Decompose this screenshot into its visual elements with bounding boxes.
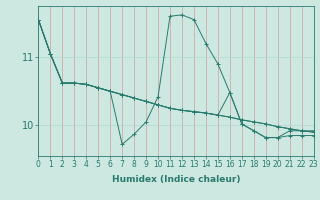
X-axis label: Humidex (Indice chaleur): Humidex (Indice chaleur) [112, 175, 240, 184]
